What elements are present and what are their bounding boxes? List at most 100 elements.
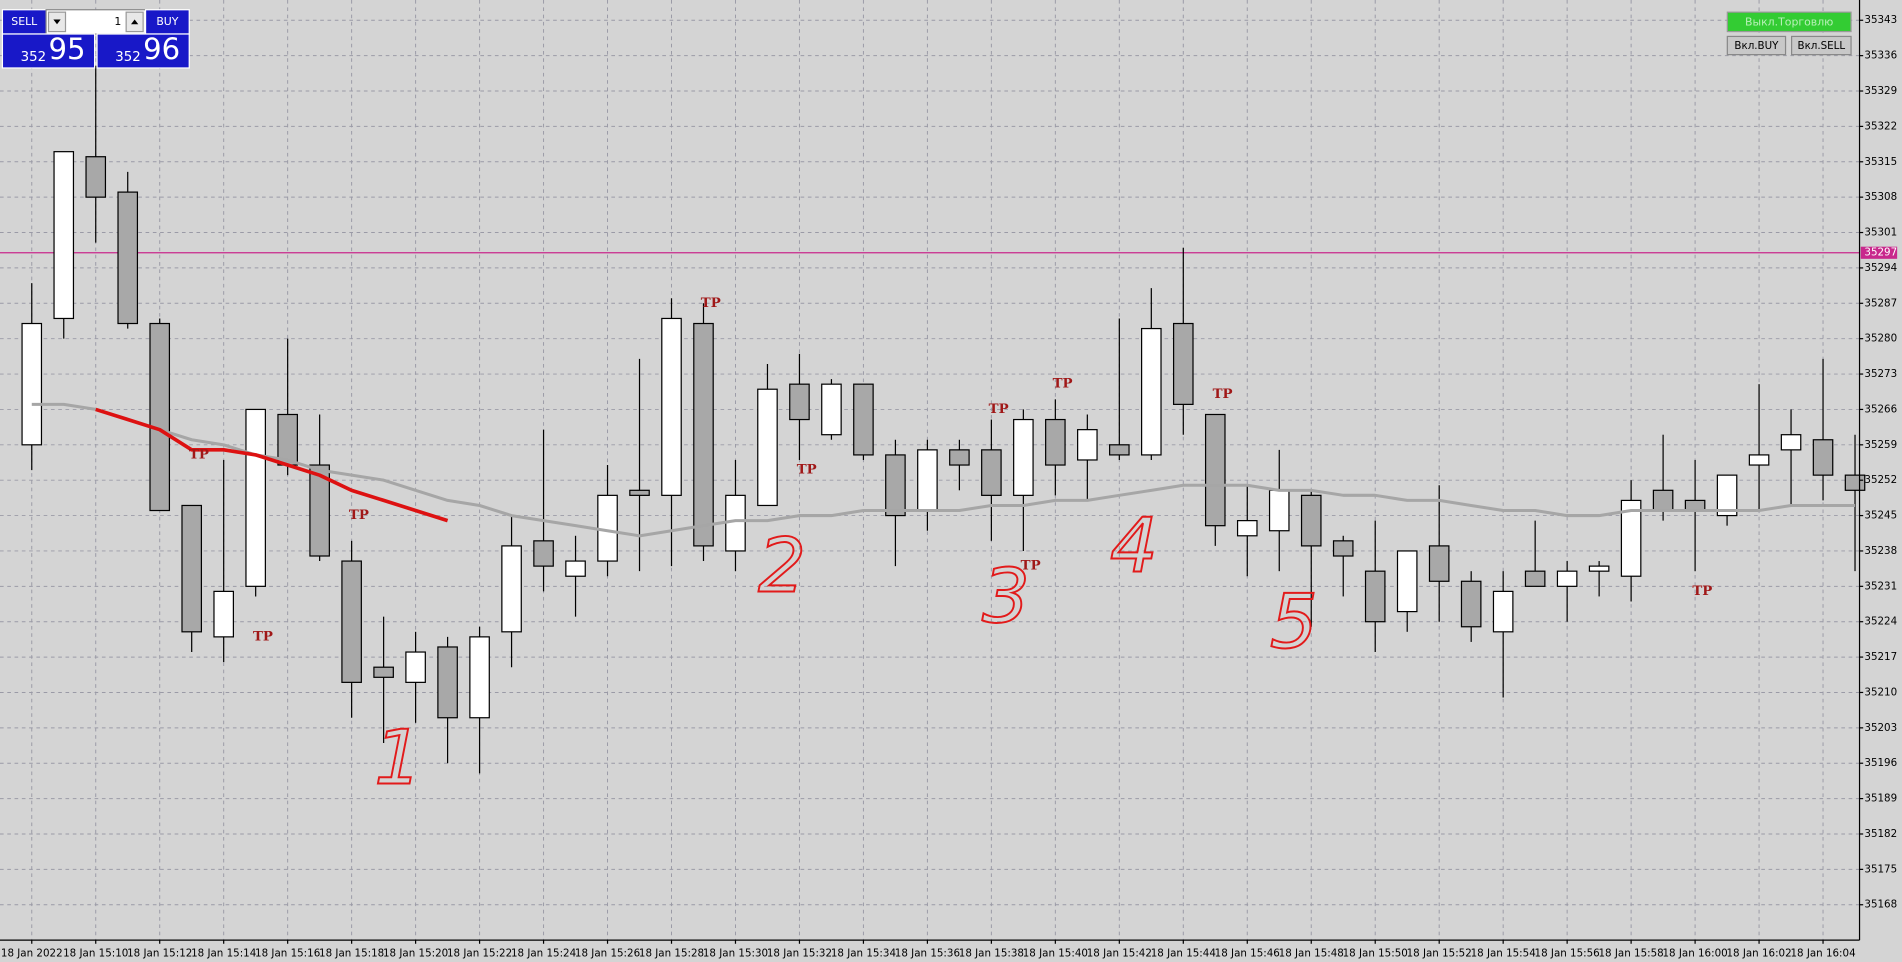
x-tick-label: 18 Jan 15:54 — [1471, 947, 1536, 959]
y-tick-label: 35203 — [1864, 722, 1897, 734]
ea-buttons: Выкл.Торговлю Вкл.BUY Вкл.SELL — [1726, 11, 1852, 56]
candle-body — [1556, 570, 1578, 587]
candle-body — [917, 449, 938, 512]
candle-body — [149, 322, 171, 512]
x-tick-label: 18 Jan 15:32 — [767, 947, 832, 959]
tp-label: TP — [701, 295, 721, 311]
x-tick-label: 18 Jan 15:56 — [1535, 947, 1600, 959]
x-tick-label: 18 Jan 15:50 — [1343, 947, 1408, 959]
candle-body — [1492, 590, 1514, 633]
candle-body — [1428, 545, 1450, 582]
handwritten-number: 4 — [1110, 501, 1158, 589]
sell-label: SELL — [11, 15, 38, 28]
candle-body — [1812, 439, 1834, 476]
y-tick-label: 35280 — [1864, 333, 1897, 345]
candle-body — [981, 449, 1002, 496]
tp-label: TP — [989, 401, 1009, 417]
candle-body — [1716, 474, 1738, 517]
handwritten-number: 2 — [758, 522, 806, 610]
x-tick-label: 18 Jan 15:20 — [383, 947, 448, 959]
candle-body — [245, 408, 266, 587]
candle-body — [341, 560, 362, 683]
candle-body — [437, 646, 458, 719]
candle-body — [213, 590, 234, 638]
buy-on-button[interactable] — [1726, 35, 1787, 56]
y-tick-label: 35238 — [1864, 545, 1897, 557]
candle-body — [1364, 570, 1386, 623]
candle-body — [1652, 489, 1674, 512]
candle-body — [21, 322, 43, 446]
price-line-tag — [1860, 246, 1898, 259]
candle-body — [85, 156, 107, 198]
candle-body — [1844, 474, 1866, 491]
x-tick-label: 18 Jan 15:22 — [447, 947, 512, 959]
y-tick-label: 35343 — [1864, 14, 1897, 26]
x-tick-label: 18 Jan 16:00 — [1662, 947, 1727, 959]
y-tick-label: 35175 — [1864, 863, 1897, 875]
lot-down-icon — [53, 19, 61, 25]
plot: TP TP TP TP TP TP TP TP TP TP 1 2 34 5 — [0, 65, 1866, 803]
candle-body — [1172, 322, 1194, 405]
ask-prefix: 352 — [115, 50, 140, 65]
bid-prefix: 352 — [21, 50, 46, 65]
candle-body — [1780, 434, 1802, 451]
candle-body — [1396, 550, 1418, 613]
x-tick-label: 18 Jan 15:26 — [575, 947, 640, 959]
candle-body — [1460, 580, 1482, 628]
x-tick-label: 18 Jan 15:44 — [1151, 947, 1216, 959]
x-tick-label: 18 Jan 15:36 — [895, 947, 960, 959]
y-tick-label: 35336 — [1864, 50, 1897, 62]
y-tick-label: 35189 — [1864, 793, 1897, 805]
x-tick-label: 18 Jan 16:04 — [1790, 947, 1855, 959]
candle-body — [373, 666, 394, 678]
lot-up-icon — [131, 19, 139, 25]
ask: 96 — [143, 32, 180, 66]
buy-button[interactable] — [144, 9, 190, 35]
tp-label: TP — [253, 628, 273, 644]
candle-body — [1300, 494, 1322, 547]
candle-body — [1077, 429, 1098, 461]
x-tick-label: 18 Jan 15:42 — [1087, 947, 1152, 959]
candle-body — [853, 383, 874, 456]
handwritten-number: 1 — [374, 714, 422, 802]
y-tick-label: 35245 — [1864, 510, 1897, 522]
candle-body — [789, 383, 810, 421]
tp-label: TP — [189, 446, 209, 462]
candle-body — [1524, 570, 1546, 587]
y-tick-label: 35308 — [1864, 191, 1897, 203]
trade-panel: SELL 1 BUY 352 95 352 96 — [1, 9, 190, 69]
ask-box[interactable] — [96, 33, 190, 69]
handwritten-number: 3 — [982, 552, 1030, 640]
candle-body — [469, 636, 490, 719]
candle-body — [533, 540, 554, 567]
candle-body — [757, 388, 778, 507]
bid-box[interactable] — [1, 33, 96, 69]
x-tick-label: 18 Jan 2022 — [1, 947, 63, 959]
y-tick-label: 35266 — [1864, 403, 1897, 415]
x-tick-label: 18 Jan 15:18 — [319, 947, 384, 959]
candle-body — [1236, 520, 1258, 537]
axes: 3516835175351823518935196352033521035217… — [1, 14, 1897, 959]
candle-body — [1045, 418, 1066, 466]
sell-button[interactable] — [1, 9, 47, 35]
sell-on-button[interactable] — [1791, 35, 1852, 56]
y-tick-label: 35329 — [1864, 85, 1897, 97]
candle-body — [1620, 499, 1642, 577]
x-tick-label: 18 Jan 15:16 — [255, 947, 320, 959]
y-tick-label: 35168 — [1864, 899, 1897, 911]
y-tick-label: 35315 — [1864, 156, 1897, 168]
candle-body — [1332, 540, 1354, 557]
y-tick-label: 35210 — [1864, 686, 1897, 698]
price-line-label: 35297 — [1864, 247, 1897, 259]
candle-body — [693, 322, 714, 547]
candle-body — [565, 560, 586, 577]
candle-body — [1013, 418, 1034, 496]
x-tick-label: 18 Jan 15:48 — [1279, 947, 1344, 959]
x-tick-label: 18 Jan 15:30 — [703, 947, 768, 959]
candle-body — [949, 449, 970, 466]
candle-body — [1588, 565, 1610, 572]
candle-body — [821, 383, 842, 436]
trade-off-button[interactable] — [1726, 11, 1852, 33]
